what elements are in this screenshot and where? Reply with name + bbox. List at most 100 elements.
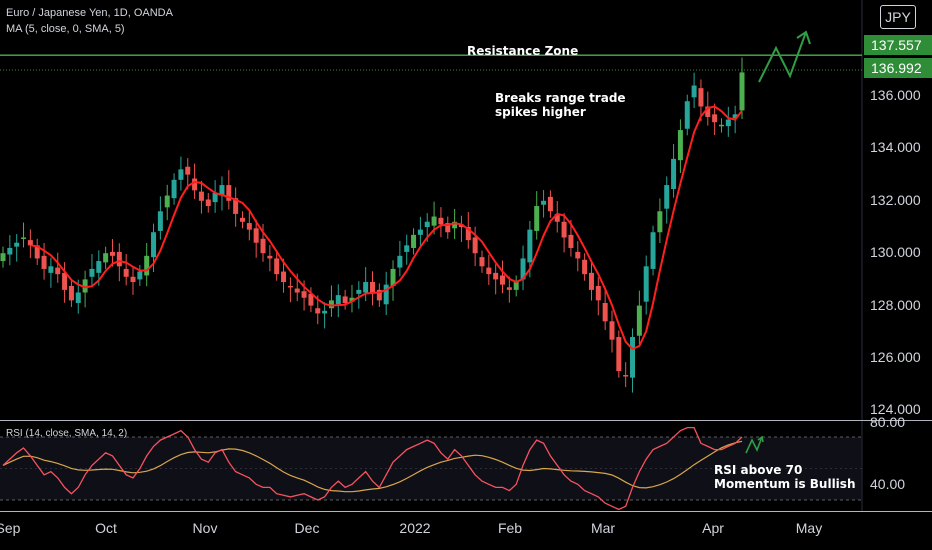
currency-button[interactable]: JPY (880, 5, 916, 29)
candle (130, 276, 136, 283)
rsi-tick-label: 40.00 (870, 476, 906, 492)
candle (62, 272, 68, 290)
rsi-ma-line (2, 440, 743, 493)
candle (664, 185, 670, 209)
candle (287, 285, 293, 288)
candle (404, 245, 410, 252)
rsi-indicator-label[interactable]: RSI (14, close, SMA, 14, 2) (6, 428, 128, 439)
candle (383, 284, 389, 305)
candle (151, 232, 157, 258)
candle (684, 101, 690, 129)
candle (55, 267, 61, 275)
rsi-tick-label: 80.00 (870, 414, 906, 430)
candle (623, 375, 629, 377)
ma-indicator-label[interactable]: MA (5, close, 0, SMA, 5) (6, 23, 125, 35)
candle (417, 229, 423, 235)
candle (705, 106, 711, 117)
candle (171, 179, 177, 199)
candle (21, 237, 27, 239)
candle (452, 221, 458, 229)
candle (178, 169, 184, 180)
candle (424, 221, 430, 227)
candle (75, 292, 81, 303)
candle (308, 293, 314, 306)
candle (547, 196, 553, 212)
candle (14, 242, 20, 247)
candle (575, 251, 581, 259)
candle (376, 289, 382, 301)
resistance-zone-annotation: Resistance Zone (467, 44, 579, 58)
breakout-annotation-line2: spikes higher (495, 105, 586, 119)
candle (506, 287, 512, 290)
candle (342, 296, 348, 303)
candle (34, 245, 40, 259)
candle (198, 191, 204, 201)
candle (116, 251, 122, 267)
price-tick-label: 136.000 (870, 87, 921, 103)
candle (164, 195, 170, 208)
candle (397, 255, 403, 268)
symbol-title[interactable]: Euro / Japanese Yen, 1D, OANDA (6, 7, 173, 19)
candle (568, 234, 574, 248)
candle (41, 255, 47, 269)
time-tick-label: Sep (0, 520, 21, 536)
candle (205, 199, 211, 207)
candle (582, 259, 588, 275)
candle (602, 302, 608, 322)
time-tick-label: Dec (294, 520, 320, 536)
price-tick-label: 128.000 (870, 296, 921, 313)
rsi-arrow-head (757, 435, 764, 443)
candle (445, 223, 451, 233)
candle (643, 266, 649, 302)
rsi-line (2, 426, 743, 511)
candle (239, 217, 245, 222)
candle (650, 232, 656, 269)
candle (725, 119, 731, 127)
candle (96, 261, 102, 273)
candle (671, 158, 677, 190)
candle (465, 227, 471, 241)
candle (479, 257, 485, 267)
candle (363, 282, 369, 293)
candle (561, 221, 567, 238)
candle (192, 178, 198, 191)
candle (233, 198, 239, 214)
candle (636, 305, 642, 336)
projection-arrows (745, 30, 811, 454)
candle (274, 258, 280, 275)
time-tick-label: Mar (590, 520, 616, 536)
candle (315, 308, 321, 314)
candle (301, 291, 307, 298)
candle (335, 295, 341, 305)
candle (103, 253, 109, 263)
candle (212, 192, 218, 203)
candle (493, 272, 499, 280)
resistance-price-tag: 137.557 (864, 35, 932, 55)
candle (137, 271, 143, 280)
rsi-annotation-line1: RSI above 70 (714, 463, 803, 477)
candle (144, 255, 150, 276)
candle (630, 337, 636, 378)
time-tick-label: Nov (192, 520, 218, 536)
candle (82, 279, 88, 293)
candle (322, 310, 328, 314)
candle (732, 114, 738, 119)
candle (226, 185, 232, 201)
candle (500, 275, 506, 285)
candle (698, 88, 704, 107)
candle (294, 288, 300, 293)
bullish-projection-arrow (758, 31, 807, 83)
candle (185, 166, 191, 175)
candle (48, 266, 54, 273)
candle (68, 285, 74, 301)
price-tick-label: 124.000 (870, 401, 921, 418)
candle (554, 213, 560, 222)
candle (281, 271, 287, 283)
candle (616, 337, 622, 372)
candle (0, 253, 6, 262)
price-tick-label: 126.000 (870, 349, 921, 365)
candle (513, 282, 519, 290)
candle (431, 216, 437, 226)
price-tick-label: 130.000 (870, 244, 921, 261)
